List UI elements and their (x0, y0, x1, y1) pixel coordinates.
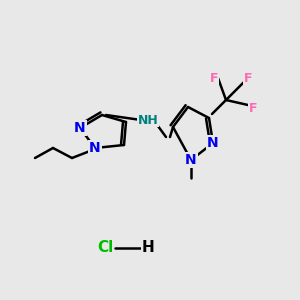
Text: N: N (207, 136, 219, 150)
Text: Cl: Cl (97, 241, 113, 256)
Text: F: F (249, 101, 257, 115)
Text: F: F (210, 71, 218, 85)
Text: F: F (244, 73, 252, 85)
Text: H: H (142, 241, 154, 256)
Text: N: N (185, 153, 197, 167)
Text: N: N (89, 141, 101, 155)
Text: NH: NH (138, 113, 158, 127)
Text: N: N (74, 121, 86, 135)
